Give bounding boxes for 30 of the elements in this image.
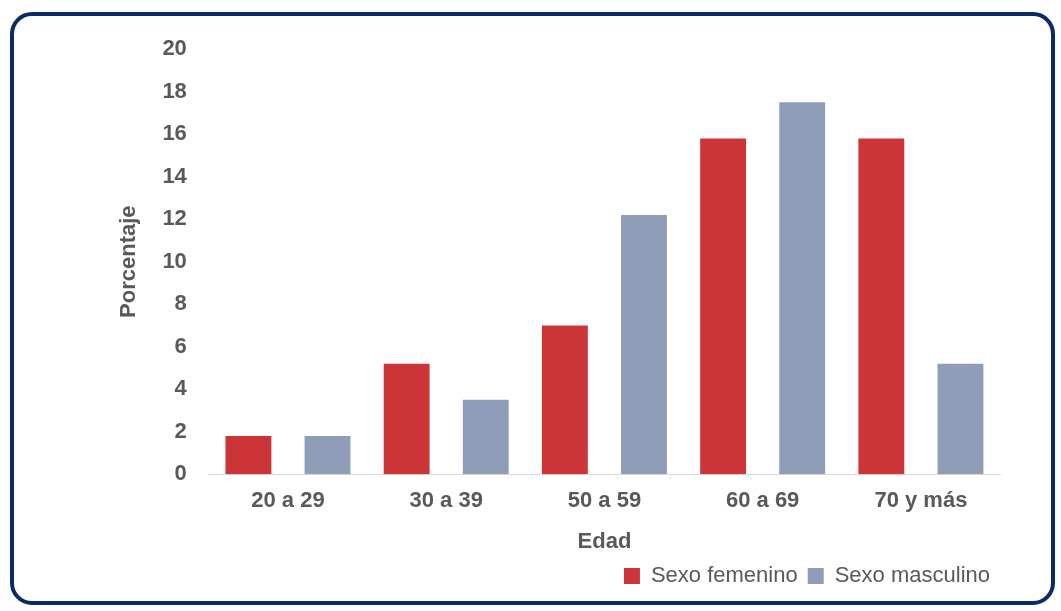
bar <box>225 435 272 475</box>
y-tick-label: 20 <box>162 35 187 61</box>
y-tick-label: 10 <box>162 247 187 273</box>
y-tick-label: 16 <box>162 120 187 146</box>
y-tick-label: 2 <box>174 417 187 443</box>
x-tick-label: 50 a 59 <box>567 487 642 513</box>
y-tick-label: 18 <box>162 77 187 103</box>
bar <box>779 102 826 475</box>
bar <box>700 138 747 475</box>
y-tick-label: 8 <box>174 290 187 316</box>
x-axis-title: Edad <box>577 527 632 553</box>
x-tick-label: 60 a 69 <box>725 487 800 513</box>
y-tick-label: 12 <box>162 205 187 231</box>
y-tick-label: 14 <box>162 162 188 188</box>
y-axis-title: Porcentaje <box>115 205 141 318</box>
x-tick-label: 70 y más <box>874 487 968 513</box>
y-tick-label: 4 <box>174 375 188 401</box>
y-tick-label: 0 <box>174 460 187 486</box>
bar <box>383 363 430 475</box>
y-tick-label: 6 <box>174 332 187 358</box>
legend-label: Sexo femenino <box>650 562 798 588</box>
bar <box>462 399 509 475</box>
x-tick-label: 30 a 39 <box>409 487 483 513</box>
legend-label: Sexo masculino <box>834 562 991 588</box>
bar <box>541 325 588 475</box>
bar <box>937 363 984 475</box>
bar <box>858 138 905 475</box>
x-tick-label: 20 a 29 <box>251 487 325 513</box>
bar <box>621 214 667 475</box>
bar <box>304 435 351 475</box>
